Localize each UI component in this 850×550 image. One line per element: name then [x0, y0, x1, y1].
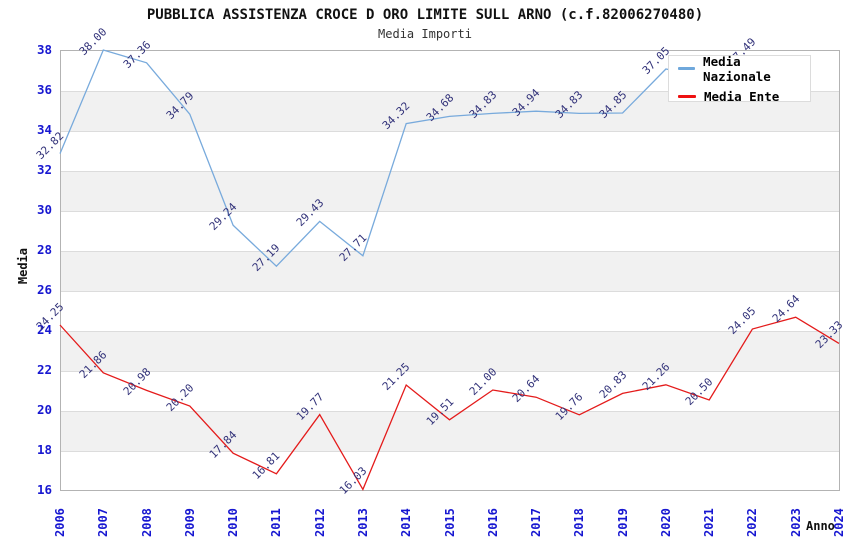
gridline — [61, 331, 839, 332]
plot-band — [61, 291, 839, 331]
gridline — [61, 451, 839, 452]
y-tick-label: 18 — [36, 442, 52, 457]
plot-band — [61, 331, 839, 371]
legend-label-media-nazionale: Media Nazionale — [703, 53, 771, 84]
y-tick-label: 34 — [36, 122, 52, 137]
plot-band — [61, 411, 839, 451]
y-tick-label: 16 — [36, 482, 52, 497]
x-tick-label: 2006 — [53, 508, 67, 537]
plot-band — [61, 251, 839, 291]
gridline — [61, 371, 839, 372]
legend-item-media-nazionale: Media Nazionale — [678, 54, 810, 84]
x-tick-label: 2017 — [529, 508, 544, 537]
y-tick-label: 26 — [36, 282, 52, 297]
y-tick-label: 38 — [36, 42, 52, 57]
chart-subtitle: Media Importi — [378, 27, 472, 41]
chart-title: PUBBLICA ASSISTENZA CROCE D ORO LIMITE S… — [146, 7, 704, 23]
x-tick-label: 2012 — [312, 508, 327, 537]
legend-swatch-red-icon — [678, 94, 696, 98]
x-tick-label: 2016 — [485, 508, 500, 537]
y-tick-label: 28 — [36, 242, 52, 257]
y-tick-label: 30 — [36, 202, 52, 217]
x-tick-label: 2010 — [226, 508, 241, 537]
gridline — [61, 251, 839, 252]
x-tick-label: 2018 — [572, 508, 587, 537]
x-tick-label: 2022 — [745, 508, 760, 537]
x-tick-label: 2023 — [788, 508, 803, 537]
y-axis-title: Media — [16, 248, 30, 285]
plot-band — [61, 211, 839, 251]
legend: Media Nazionale Media Ente — [668, 54, 811, 104]
y-tick-label: 22 — [36, 362, 52, 377]
x-tick-label: 2011 — [269, 508, 284, 537]
y-tick-label: 32 — [36, 162, 52, 177]
x-tick-label: 2020 — [658, 508, 673, 537]
y-tick-label: 24 — [36, 322, 52, 337]
x-tick-label: 2013 — [355, 508, 370, 537]
x-tick-label: 2014 — [399, 508, 414, 537]
legend-swatch-blue-icon — [678, 67, 696, 70]
legend-label-media-ente: Media Ente — [704, 88, 780, 104]
y-tick-label: 36 — [36, 82, 52, 97]
gridline — [61, 171, 839, 172]
gridline — [61, 131, 839, 132]
plot-band — [61, 131, 839, 171]
plot-band — [61, 171, 839, 211]
gridline — [61, 411, 839, 412]
gridline — [61, 291, 839, 292]
legend-item-media-ente: Media Ente — [678, 89, 810, 104]
gridline — [61, 211, 839, 212]
x-tick-label: 2008 — [139, 508, 154, 537]
x-tick-label: 2019 — [615, 508, 630, 537]
x-tick-label: 2015 — [442, 508, 457, 537]
x-tick-label: 2021 — [702, 508, 717, 537]
x-axis-title: Anno — [806, 519, 835, 533]
plot-band — [61, 451, 839, 491]
y-tick-label: 20 — [36, 402, 52, 417]
x-tick-label: 2009 — [182, 508, 197, 537]
x-tick-label: 2007 — [96, 508, 111, 537]
